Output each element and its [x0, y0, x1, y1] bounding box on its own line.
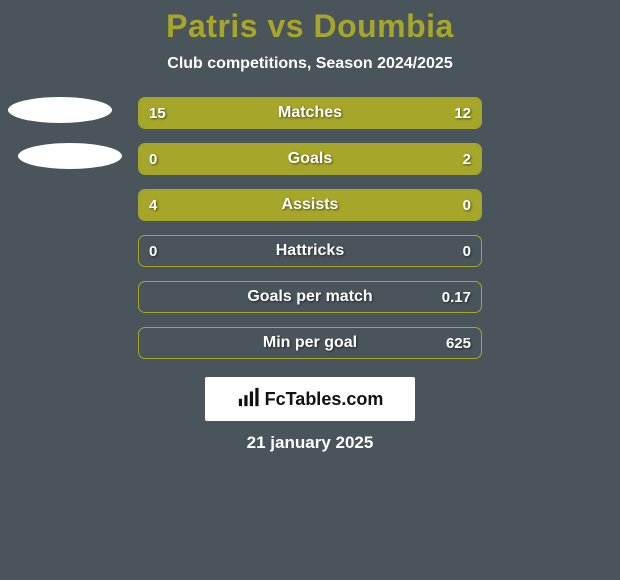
- stat-row: 0 0Hattricks: [138, 235, 482, 267]
- stat-row: 0.17Goals per match: [138, 281, 482, 313]
- footer-date: 21 january 2025: [0, 433, 620, 453]
- club-crest-right-secondary: [498, 143, 602, 169]
- stat-row-fill-left: [139, 190, 402, 220]
- title-vs: vs: [267, 8, 304, 44]
- stat-label: Hattricks: [139, 236, 481, 266]
- branding-text: FcTables.com: [265, 389, 384, 410]
- stat-row: 02Goals: [138, 143, 482, 175]
- stat-value-left: 0: [149, 236, 157, 266]
- stat-row-fill-left: [139, 98, 329, 128]
- stat-row: 1512Matches: [138, 97, 482, 129]
- stat-value-left: 15: [149, 98, 166, 128]
- stat-row: 625Min per goal: [138, 327, 482, 359]
- title-player-left: Patris: [166, 8, 258, 44]
- stat-value-left: 0: [149, 144, 157, 174]
- stat-row: 40Assists: [138, 189, 482, 221]
- club-crest-left-secondary: [18, 143, 122, 169]
- stat-value-right: 2: [463, 144, 471, 174]
- stat-value-right: 12: [454, 98, 471, 128]
- stat-row-fill-right: [201, 144, 481, 174]
- page-title: Patris vs Doumbia: [0, 8, 620, 45]
- stat-value-left: 4: [149, 190, 157, 220]
- title-player-right: Doumbia: [313, 8, 453, 44]
- comparison-card: Patris vs Doumbia Club competitions, Sea…: [0, 0, 620, 580]
- branding-badge: FcTables.com: [205, 377, 415, 421]
- club-crest-left-primary: [8, 97, 112, 123]
- chart-area: 1512Matches02Goals40Assists00Hattricks0.…: [0, 97, 620, 359]
- club-crest-right-primary: [508, 97, 612, 123]
- stat-rows: 1512Matches02Goals40Assists00Hattricks0.…: [138, 97, 482, 359]
- stat-value-right: 0.17: [442, 282, 471, 312]
- stat-value-right: 0: [463, 236, 471, 266]
- stat-value-right: 625: [446, 328, 471, 358]
- subtitle: Club competitions, Season 2024/2025: [0, 55, 620, 73]
- stat-value-right: 0: [463, 190, 471, 220]
- stat-label: Goals per match: [139, 282, 481, 312]
- stat-label: Min per goal: [139, 328, 481, 358]
- bar-chart-icon: [237, 386, 259, 413]
